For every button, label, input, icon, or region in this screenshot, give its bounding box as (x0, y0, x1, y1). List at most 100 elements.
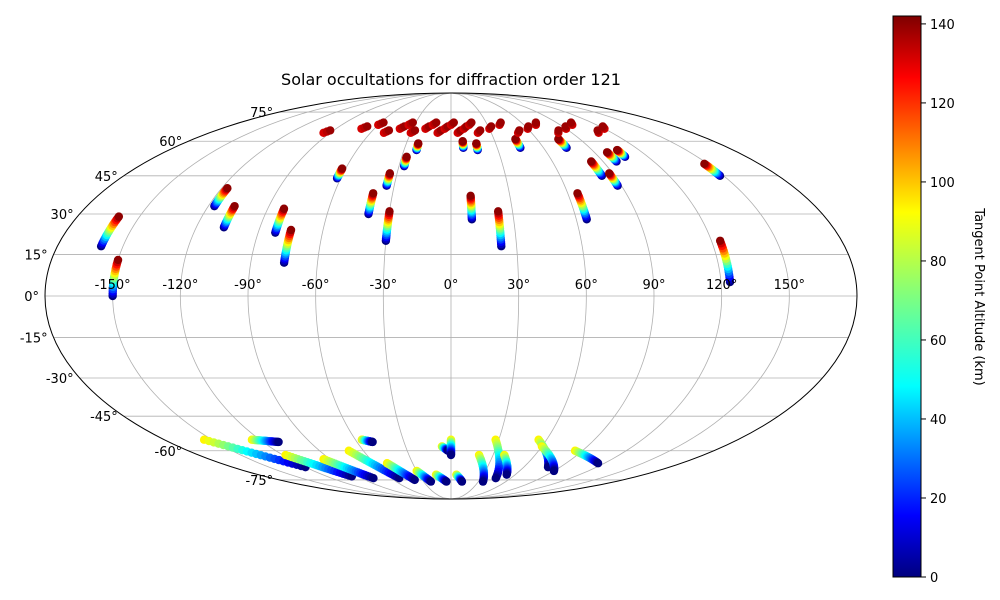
data-point (602, 148, 612, 157)
data-point (515, 126, 524, 135)
colorbar-tick-label: 60 (930, 334, 947, 349)
lat-tick-label: 60° (159, 135, 182, 150)
lon-gridline (315, 93, 452, 499)
lon-gridline (450, 93, 790, 499)
data-point (466, 191, 475, 201)
colorbar-ticks: 0 20 40 60 80 100 120 140 (921, 18, 955, 586)
lat-tick-label: 30° (51, 208, 74, 223)
data-point (368, 189, 378, 198)
lon-tick-label: 60° (575, 278, 598, 293)
data-point (446, 450, 456, 460)
lon-gridline (247, 93, 452, 499)
colorbar-tick-label: 120 (930, 97, 955, 112)
colorbar-gradient (892, 15, 922, 578)
lat-tick-label: 0° (24, 290, 39, 305)
data-point (368, 437, 377, 447)
lat-tick-label: -30° (46, 372, 74, 387)
data-point (274, 437, 283, 447)
data-point (715, 236, 725, 245)
data-point (524, 122, 533, 131)
lat-tick-label: -75° (245, 474, 273, 489)
data-point (379, 118, 388, 127)
data-point (598, 122, 607, 131)
data-point (442, 477, 451, 486)
lon-tick-label: -150° (95, 278, 131, 293)
data-point (593, 459, 603, 468)
data-point (410, 475, 419, 485)
data-point (337, 164, 347, 173)
data-point (408, 118, 417, 127)
data-point (531, 118, 541, 127)
lon-tick-label: 0° (444, 278, 459, 293)
lon-tick-label: -60° (302, 278, 330, 293)
data-point (566, 118, 576, 127)
data-point (554, 126, 563, 135)
tick-labels: -150° -120° -90° -60° -30° 0° 30° 60° 90° 120° 150… (20, 106, 805, 489)
lon-gridline (450, 93, 587, 499)
colorbar-tick-label: 140 (930, 18, 955, 33)
data-point (478, 477, 488, 486)
data-point (554, 134, 563, 144)
colorbar: 0 20 40 60 80 100 120 140 Tangent Point Altitud… (892, 15, 986, 586)
lon-tick-label: 90° (642, 278, 665, 293)
data-point (223, 184, 232, 193)
lon-gridline (179, 93, 452, 499)
data-point (114, 212, 124, 221)
chart-title: Solar occultations for diffraction order… (281, 70, 621, 89)
lat-tick-label: 15° (25, 248, 48, 263)
data-point (384, 126, 394, 135)
lon-tick-label: 30° (507, 278, 530, 293)
data-point (113, 255, 123, 265)
data-point (457, 477, 467, 486)
lon-tick-label: 120° (706, 278, 737, 293)
lat-tick-label: 45° (95, 170, 118, 185)
lat-tick-label: -15° (20, 332, 48, 347)
data-point (486, 122, 496, 131)
data-point (414, 139, 423, 148)
data-point (612, 145, 622, 155)
data-point (467, 118, 476, 127)
lon-gridline (450, 93, 723, 499)
data-point (502, 470, 511, 479)
data-point (432, 118, 441, 127)
data-point (385, 169, 395, 178)
colorbar-tick-label: 80 (930, 255, 947, 270)
data-point (472, 139, 481, 148)
data-point (369, 474, 378, 483)
data-point (476, 126, 485, 135)
map-outline (44, 92, 858, 500)
data-point (458, 137, 467, 146)
data-point (363, 122, 372, 131)
colorbar-label: Tangent Point Altitude (km) (971, 207, 986, 385)
data-point (493, 207, 503, 216)
colorbar-tick-label: 40 (930, 413, 947, 428)
colorbar-tick-label: 0 (930, 571, 938, 586)
lon-tick-label: 150° (774, 278, 805, 293)
data-point (573, 189, 582, 198)
data-point (587, 157, 596, 166)
data-point (385, 207, 394, 216)
data-points (96, 118, 735, 486)
lon-tick-label: -90° (234, 278, 262, 293)
data-point (511, 134, 520, 144)
colorbar-tick-label: 20 (930, 492, 947, 507)
data-point (286, 225, 296, 235)
data-point (549, 466, 559, 476)
data-point (491, 474, 500, 483)
lat-tick-label: -45° (90, 410, 118, 425)
data-point (496, 118, 505, 127)
lon-gridline (382, 93, 452, 499)
lon-tick-label: -120° (162, 278, 198, 293)
lat-tick-label: 75° (250, 106, 273, 121)
data-point (230, 201, 239, 211)
data-point (279, 204, 289, 213)
colorbar-tick-label: 100 (930, 176, 955, 191)
data-point (326, 126, 335, 135)
lon-tick-label: -30° (369, 278, 397, 293)
data-point (426, 477, 436, 486)
data-point (700, 159, 709, 169)
lat-tick-label: -60° (155, 445, 183, 460)
data-point (410, 126, 420, 135)
data-point (402, 152, 411, 162)
